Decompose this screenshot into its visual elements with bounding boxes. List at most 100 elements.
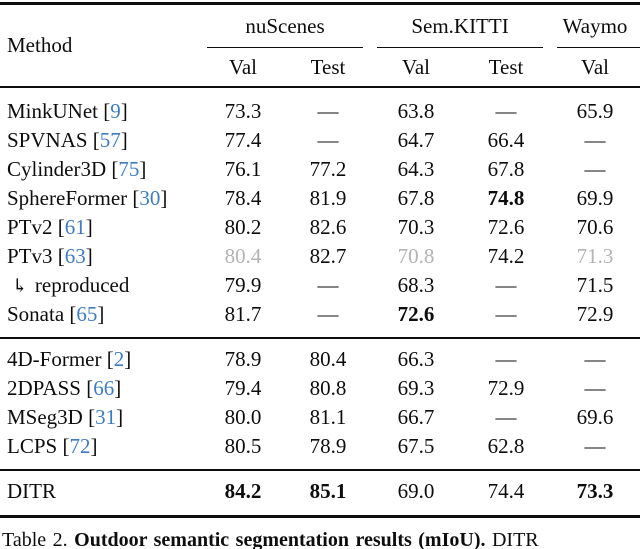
sub-header-row: Val Test Val Test Val	[0, 48, 640, 87]
metric-cell: 79.9	[224, 273, 262, 297]
method-cell: Cylinder3D [75]	[0, 155, 200, 184]
method-name: MinkUNet	[7, 99, 98, 123]
metric-cell: 64.3	[397, 157, 435, 181]
table-row: Sonata [65] 81.7 — 72.6 — 72.9	[0, 300, 640, 338]
metric-cell: 84.2	[224, 479, 262, 503]
table-row: 4D-Former [2] 78.9 80.4 66.3 — —	[0, 338, 640, 374]
metric-cell: 69.6	[576, 405, 614, 429]
method-name: PTv3	[7, 244, 53, 268]
metric-cell: 66.7	[397, 405, 435, 429]
metric-cell: 68.3	[397, 273, 435, 297]
metric-cell: 70.6	[576, 215, 614, 239]
citation-link[interactable]: 63	[64, 244, 86, 268]
table-row: SphereFormer [30] 78.4 81.9 67.8 74.8 69…	[0, 184, 640, 213]
metric-cell: 80.4	[309, 347, 347, 371]
method-name: DITR	[7, 479, 56, 503]
metric-cell: 78.9	[309, 434, 347, 458]
citation-bracket: ]	[124, 347, 132, 371]
metric-cell: 72.6	[487, 215, 525, 239]
metric-cell: 71.5	[576, 273, 614, 297]
method-cell: Sonata [65]	[0, 300, 200, 338]
table-caption: Table 2. Outdoor semantic segmentation r…	[0, 529, 640, 549]
citation-link[interactable]: 61	[64, 215, 86, 239]
citation-link[interactable]: 75	[118, 157, 140, 181]
method-name: SphereFormer	[7, 186, 128, 210]
citation-bracket: [	[62, 434, 70, 458]
method-cell: SPVNAS [57]	[0, 126, 200, 155]
col-header-method: Method	[7, 33, 73, 57]
citation-link[interactable]: 57	[99, 128, 121, 152]
table-row: SPVNAS [57] 77.4 — 64.7 66.4 —	[0, 126, 640, 155]
metric-cell: 74.2	[487, 244, 525, 268]
citation-bracket: ]	[139, 157, 147, 181]
citation-bracket: ]	[120, 128, 128, 152]
citation-link[interactable]: 72	[69, 434, 91, 458]
table-row: 2DPASS [66] 79.4 80.8 69.3 72.9 —	[0, 374, 640, 403]
metric-cell: 80.8	[309, 376, 347, 400]
table-row-reproduced: ↳ reproduced 79.9 — 68.3 — 71.5	[0, 271, 640, 300]
metric-cell: —	[317, 99, 339, 123]
metric-cell: 66.3	[397, 347, 435, 371]
method-name: PTv2	[7, 215, 53, 239]
results-table: Method nuScenes Sem.KITTI Waymo Val Test…	[0, 2, 640, 518]
table-header: Method nuScenes Sem.KITTI Waymo Val Test…	[0, 4, 640, 87]
citation-bracket: [	[103, 99, 111, 123]
metric-cell: —	[495, 99, 517, 123]
metric-cell: —	[584, 434, 606, 458]
metric-cell: 67.8	[397, 186, 435, 210]
section-pretrained-lidar: MinkUNet [9] 73.3 — 63.8 — 65.9 SPVNAS […	[0, 87, 640, 338]
metric-cell: 72.6	[397, 302, 435, 326]
method-name: Sonata	[7, 302, 65, 326]
method-name: SPVNAS	[7, 128, 88, 152]
group-label: Waymo	[562, 14, 628, 38]
caption-suffix: DITR	[485, 529, 539, 549]
section-ours: DITR 84.2 85.1 69.0 74.4 73.3	[0, 470, 640, 517]
citation-link[interactable]: 65	[76, 302, 98, 326]
citation-link[interactable]: 9	[110, 99, 121, 123]
citation-bracket: [	[111, 157, 119, 181]
metric-cell: 81.9	[309, 186, 347, 210]
citation-link[interactable]: 2	[113, 347, 125, 371]
method-name: MSeg3D	[7, 405, 83, 429]
citation-bracket: [	[86, 376, 94, 400]
metric-cell: 73.3	[576, 479, 614, 503]
metric-cell: 82.6	[309, 215, 347, 239]
method-cell: MSeg3D [31]	[0, 403, 200, 432]
method-cell: 2DPASS [66]	[0, 374, 200, 403]
metric-cell: —	[584, 157, 606, 181]
table-row: LCPS [72] 80.5 78.9 67.5 62.8 —	[0, 432, 640, 470]
citation-bracket: [	[132, 186, 140, 210]
citation-bracket: ]	[85, 244, 93, 268]
citation-bracket: [	[106, 347, 114, 371]
citation-bracket: [	[88, 405, 96, 429]
group-label: nuScenes	[245, 14, 325, 38]
caption-prefix: Table 2.	[2, 529, 75, 549]
col-header-nuscenes-val: Val	[229, 54, 257, 79]
metric-cell: 82.7	[309, 244, 347, 268]
metric-cell: 67.5	[397, 434, 435, 458]
col-header-nuscenes-test: Test	[310, 54, 346, 79]
metric-cell: —	[584, 128, 606, 152]
metric-cell: —	[317, 302, 339, 326]
metric-cell: 81.1	[309, 405, 347, 429]
group-header-row: Method nuScenes Sem.KITTI Waymo	[0, 4, 640, 57]
col-header-semkitti-val: Val	[402, 54, 431, 79]
method-cell: SphereFormer [30]	[0, 184, 200, 213]
metric-cell: 69.0	[397, 479, 435, 503]
metric-cell: —	[317, 273, 339, 297]
metric-cell: —	[495, 273, 517, 297]
table-row: Cylinder3D [75] 76.1 77.2 64.3 67.8 —	[0, 155, 640, 184]
citation-bracket: [	[69, 302, 77, 326]
metric-cell: 63.8	[397, 99, 435, 123]
metric-cell: —	[495, 347, 517, 371]
method-cell: DITR	[0, 470, 200, 517]
method-cell: PTv3 [63]	[0, 242, 200, 271]
citation-bracket: [	[57, 215, 65, 239]
metric-cell: —	[584, 347, 606, 371]
citation-link[interactable]: 31	[95, 405, 117, 429]
metric-cell: 69.9	[576, 186, 614, 210]
col-group-waymo: Waymo	[550, 4, 640, 49]
metric-cell: 80.2	[224, 215, 262, 239]
citation-link[interactable]: 66	[93, 376, 115, 400]
citation-link[interactable]: 30	[139, 186, 161, 210]
